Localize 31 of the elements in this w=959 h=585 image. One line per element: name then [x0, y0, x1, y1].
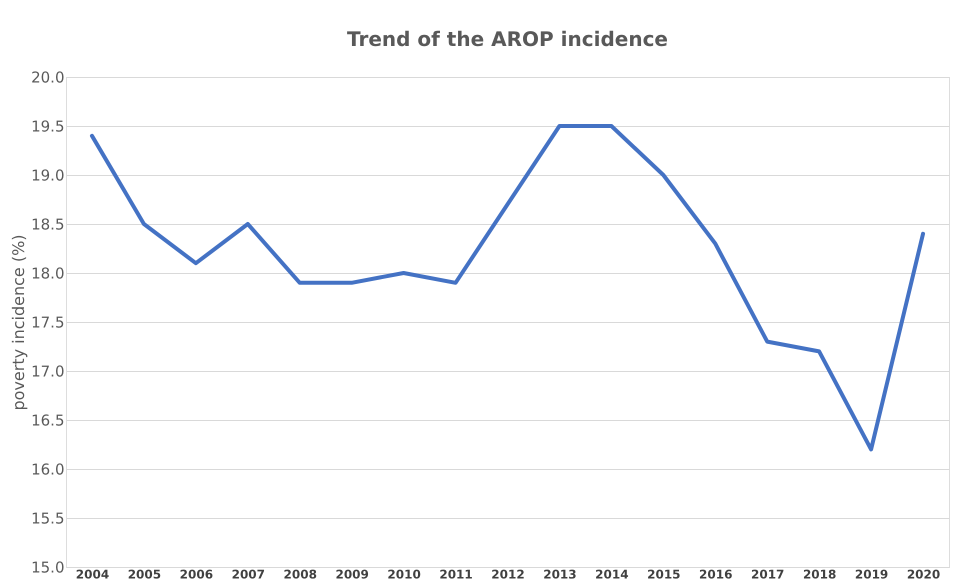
x-tick-label: 2008: [284, 568, 317, 582]
chart-title: Trend of the AROP incidence: [347, 27, 668, 51]
y-tick-label: 18.0: [31, 264, 64, 282]
line-series: [90, 124, 926, 452]
x-tick-label: 2017: [751, 568, 784, 582]
x-tick-label: 2018: [802, 568, 836, 582]
y-tick-label: 17.5: [31, 314, 64, 332]
x-tick-label: 2007: [232, 568, 265, 582]
y-tick-label: 19.0: [31, 166, 64, 184]
y-tick-label: 15.5: [31, 510, 64, 528]
y-tick-label: 20.0: [31, 68, 64, 86]
y-tick-label: 16.5: [31, 412, 64, 430]
y-tick-label: 16.0: [31, 460, 64, 478]
x-tick-label: 2006: [180, 568, 214, 582]
x-tick-label: 2019: [854, 568, 888, 582]
y-tick-label: 17.0: [31, 362, 64, 380]
x-tick-label: 2004: [76, 568, 110, 582]
y-axis-title: poverty incidence (%): [9, 234, 28, 411]
y-tick-label: 15.0: [31, 558, 64, 576]
x-tick-label: 2005: [128, 568, 162, 582]
y-tick-label: 18.5: [31, 216, 64, 234]
y-tick-label: 19.5: [31, 118, 64, 136]
x-tick-label: 2012: [491, 568, 525, 582]
x-tick-label: 2011: [439, 568, 473, 582]
x-tick-label: 2016: [699, 568, 732, 582]
x-tick-label: 2010: [387, 568, 421, 582]
x-tick-label: 2020: [906, 568, 940, 582]
x-tick-label: 2015: [647, 568, 681, 582]
x-tick-label: 2014: [595, 568, 629, 582]
x-tick-label: 2013: [543, 568, 577, 582]
x-tick-label: 2009: [335, 568, 369, 582]
